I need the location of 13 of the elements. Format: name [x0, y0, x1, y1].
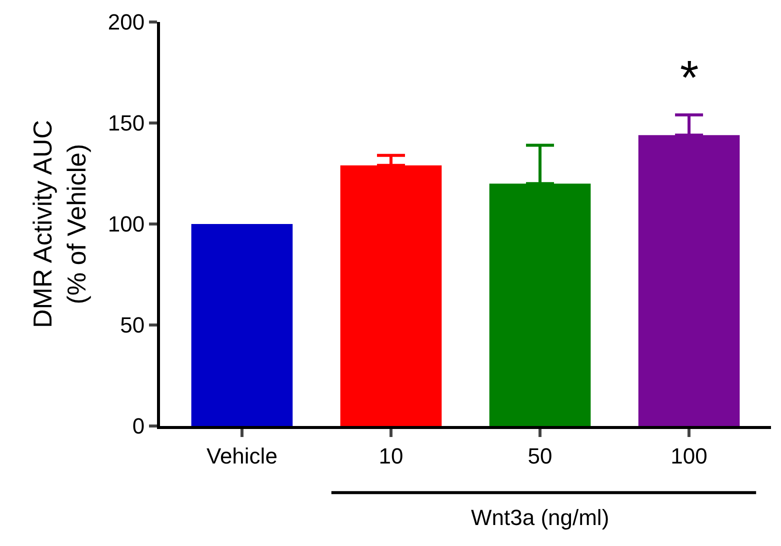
- y-tick-label: 150: [108, 110, 145, 136]
- y-tick-label: 0: [132, 414, 145, 439]
- bar: [191, 224, 293, 426]
- y-tick-label: 50: [120, 312, 145, 338]
- y-axis-title: DMR Activity AUC (% of Vehicle): [27, 120, 92, 328]
- x-tick-label: 10: [378, 443, 404, 468]
- x-axis-title: Wnt3a (ng/ml): [471, 505, 610, 530]
- y-tick-label: 100: [108, 212, 145, 237]
- x-tick-label: 50: [528, 443, 552, 468]
- annotation: *: [680, 52, 699, 105]
- x-tick-label: 100: [670, 443, 708, 468]
- x-tick-label: Vehicle: [206, 443, 278, 468]
- y-tick-label: 200: [108, 10, 145, 35]
